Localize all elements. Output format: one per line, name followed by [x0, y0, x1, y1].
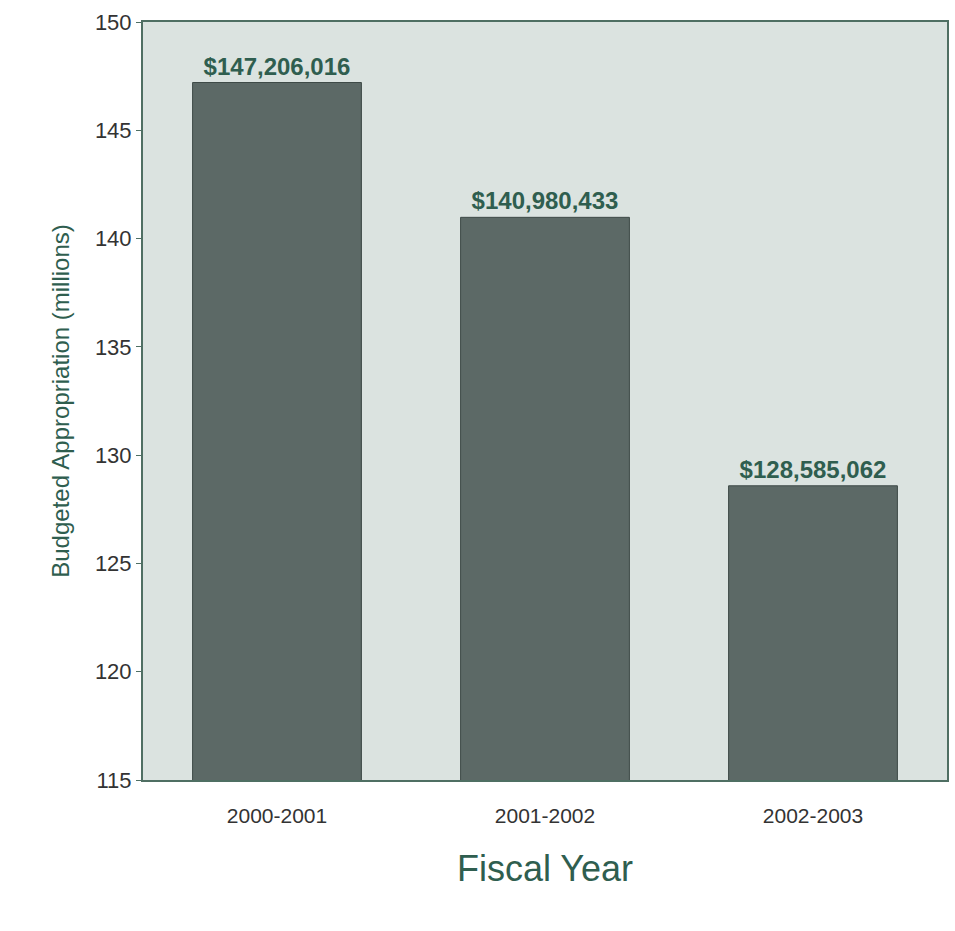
svg-text:$140,980,433: $140,980,433 [472, 187, 619, 214]
svg-text:Budgeted Appropriation (millio: Budgeted Appropriation (millions) [47, 224, 74, 578]
svg-text:120: 120 [95, 659, 132, 684]
svg-text:2002-2003: 2002-2003 [763, 804, 863, 827]
svg-text:115: 115 [97, 768, 132, 793]
svg-text:125: 125 [95, 551, 132, 576]
svg-text:$128,585,062: $128,585,062 [740, 456, 887, 483]
svg-text:2001-2002: 2001-2002 [495, 804, 595, 827]
svg-text:145: 145 [95, 118, 132, 143]
svg-text:130: 130 [95, 443, 132, 468]
svg-text:Fiscal Year: Fiscal Year [457, 848, 633, 889]
svg-text:135: 135 [95, 335, 132, 360]
svg-text:2000-2001: 2000-2001 [227, 804, 327, 827]
svg-text:$147,206,016: $147,206,016 [204, 53, 351, 80]
svg-text:140: 140 [95, 226, 132, 251]
svg-text:150: 150 [95, 10, 132, 35]
